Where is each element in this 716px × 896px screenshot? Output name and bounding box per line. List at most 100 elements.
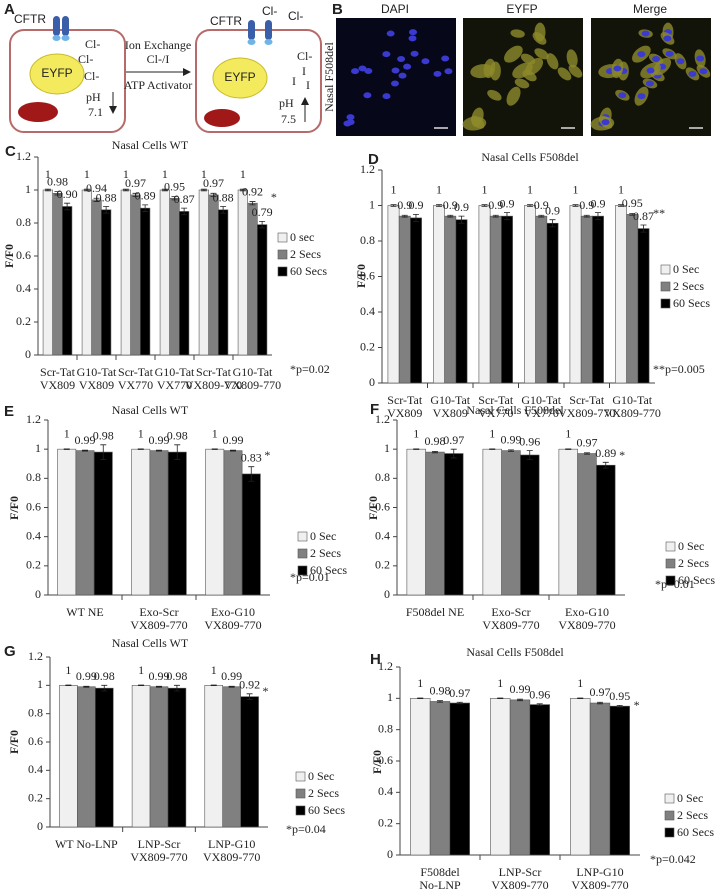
y-tick-label: 0.6 xyxy=(16,248,31,262)
bar xyxy=(596,464,616,596)
nucleus xyxy=(410,50,419,57)
error-bar xyxy=(101,684,108,692)
value-label: 0.97 xyxy=(577,436,598,450)
bar xyxy=(449,702,470,856)
value-label: 0.99 xyxy=(221,669,242,683)
ion-label: Cl- xyxy=(262,4,277,18)
bar xyxy=(167,451,187,596)
bar xyxy=(257,224,268,356)
nucleus xyxy=(652,56,661,63)
value-label: 1 xyxy=(417,676,423,690)
bar xyxy=(94,687,114,828)
y-tick-label: 0.4 xyxy=(360,304,375,318)
bar xyxy=(93,451,113,596)
value-label: 1 xyxy=(84,167,90,181)
panel-letter: F xyxy=(370,401,379,418)
value-label: 0.97 xyxy=(590,685,611,699)
nucleus xyxy=(441,55,450,62)
y-tick-label: 1.2 xyxy=(378,659,393,673)
x-tick-label: F508del xyxy=(420,865,460,879)
value-label: 0.99 xyxy=(510,682,531,696)
nucleus xyxy=(637,93,646,100)
bar xyxy=(501,450,521,596)
x-tick-label: VX770 xyxy=(118,378,153,392)
y-tick-label: 0.6 xyxy=(378,753,393,767)
value-label: 0.97 xyxy=(203,176,224,190)
value-label: 1 xyxy=(565,427,571,441)
nucleus xyxy=(613,65,622,72)
bar xyxy=(204,685,224,828)
x-tick-label: Exo-Scr xyxy=(491,605,530,619)
value-label: 0.89 xyxy=(135,189,156,203)
value-label: 0.9 xyxy=(443,198,458,212)
chart: E Nasal Cells WT F/F0 0 0.2 0.4 0.6 0.8 1 1.2 WT N… xyxy=(4,403,347,632)
value-label: 0.99 xyxy=(223,433,244,447)
error-bar xyxy=(583,214,590,218)
legend-label: 2 Secs xyxy=(677,808,708,822)
y-tick-label: 1.2 xyxy=(28,649,43,663)
arrow-text: Cl-/I xyxy=(147,52,170,66)
error-bar xyxy=(211,448,218,450)
y-tick-label: 0.4 xyxy=(26,528,41,542)
y-axis-label: F/F0 xyxy=(7,496,21,520)
x-tick-label: WT NE xyxy=(66,605,103,619)
error-bar xyxy=(248,466,255,482)
bar xyxy=(140,207,151,356)
chart-title: Nasal Cells WT xyxy=(112,403,189,417)
y-tick-label: 0 xyxy=(35,587,41,601)
error-bar xyxy=(527,204,534,207)
y-tick-label: 1 xyxy=(25,182,31,196)
error-bar xyxy=(171,196,178,201)
x-tick-label: G10-Tat xyxy=(77,365,117,379)
nucleus xyxy=(641,30,650,37)
nucleus xyxy=(645,80,654,87)
value-label: 0.88 xyxy=(96,190,117,204)
error-bar xyxy=(594,212,601,221)
nucleus xyxy=(382,51,391,58)
error-bar xyxy=(538,214,545,218)
x-tick-label: Scr-Tat xyxy=(569,393,605,407)
value-label: 0.98 xyxy=(47,174,68,188)
error-bar xyxy=(138,684,145,687)
bar xyxy=(130,194,141,356)
nucleus xyxy=(391,67,400,74)
nucleus xyxy=(363,92,372,99)
y-tick-label: 0 xyxy=(37,819,43,833)
value-label: 1 xyxy=(64,427,70,441)
value-label: 1 xyxy=(201,167,207,181)
bar xyxy=(57,448,77,596)
bar xyxy=(406,448,426,596)
bar xyxy=(120,189,131,356)
error-bar xyxy=(432,450,438,454)
y-tick-label: 0 xyxy=(387,847,393,861)
value-label: 0.99 xyxy=(76,669,97,683)
ion-label: I xyxy=(292,74,296,88)
error-bar xyxy=(629,213,636,216)
error-bar xyxy=(616,704,623,708)
value-label: 0.9 xyxy=(408,198,423,212)
nucleus xyxy=(646,67,655,74)
error-bar xyxy=(508,449,514,452)
value-label: 0.92 xyxy=(239,678,260,692)
bar xyxy=(535,215,548,384)
value-label: 0.98 xyxy=(430,683,451,697)
x-tick-label: VX809-770 xyxy=(482,618,539,632)
chart: C Nasal Cells WT F/F0 0 0.2 0.4 0.6 0.8 1 1.2 Scr-… xyxy=(2,138,330,392)
panel-letter: A xyxy=(4,1,15,18)
bar xyxy=(179,211,190,356)
error-bar xyxy=(489,448,496,450)
nucleus xyxy=(444,68,453,75)
image-panel xyxy=(336,18,456,136)
ion-label: Cl- xyxy=(297,49,312,63)
bar xyxy=(237,189,248,356)
bar xyxy=(490,698,511,856)
x-tick-label: LNP-G10 xyxy=(576,865,623,879)
bar xyxy=(131,685,151,828)
nucleus xyxy=(663,35,672,42)
error-bar xyxy=(259,220,266,229)
legend-swatch xyxy=(295,805,306,816)
x-tick-label: VX809 xyxy=(433,406,468,420)
x-tick-label: G10-Tat xyxy=(521,393,561,407)
y-tick-label: 0.8 xyxy=(360,233,375,247)
error-bar xyxy=(156,449,162,452)
